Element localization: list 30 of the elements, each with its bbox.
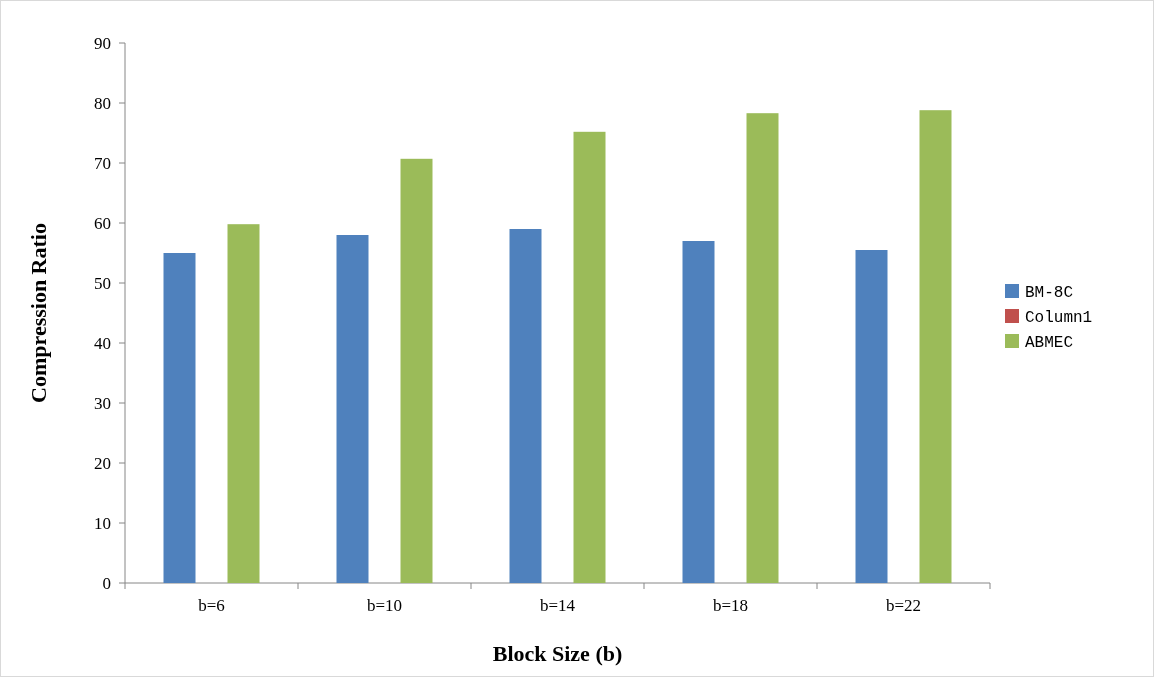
y-axis-title: Compression Ratio	[26, 223, 51, 403]
x-tick-label: b=6	[198, 596, 225, 615]
y-tick-label: 20	[94, 453, 111, 473]
y-tick-label: 80	[94, 93, 111, 113]
legend-label: BM-8C	[1025, 283, 1074, 302]
x-tick-label: b=14	[539, 596, 576, 615]
y-tick-label: 40	[94, 333, 111, 353]
bar	[855, 250, 888, 583]
x-tick-label: b=10	[366, 596, 403, 615]
y-tick-label: 60	[94, 213, 111, 233]
bar	[336, 235, 369, 583]
legend-label: Column1	[1025, 308, 1093, 327]
y-tick-label: 0	[102, 573, 111, 593]
x-axis-title: Block Size (b)	[492, 641, 623, 666]
bar	[509, 229, 542, 583]
bar	[400, 158, 433, 583]
bar	[227, 224, 260, 583]
x-tick-label: b=22	[885, 596, 922, 615]
x-tick-label: b=18	[712, 596, 749, 615]
y-tick-label: 70	[94, 153, 111, 173]
bar	[163, 253, 196, 583]
bar	[746, 113, 779, 583]
y-tick-label: 10	[94, 513, 111, 533]
bar	[919, 110, 952, 583]
bar	[682, 241, 715, 583]
bar	[573, 131, 606, 583]
legend-label: ABMEC	[1025, 333, 1074, 352]
y-tick-label: 50	[94, 273, 111, 293]
y-tick-label: 90	[94, 33, 111, 53]
y-tick-label: 30	[94, 393, 111, 413]
